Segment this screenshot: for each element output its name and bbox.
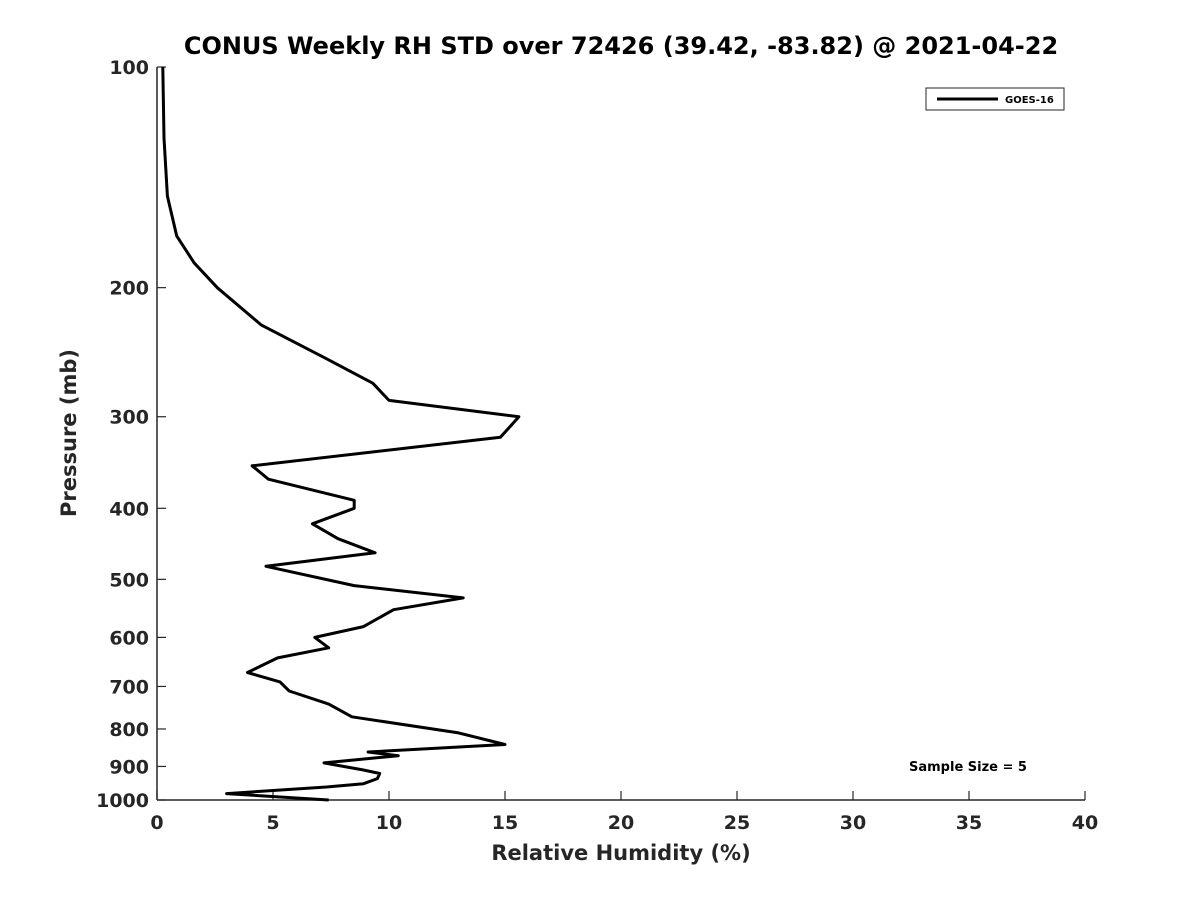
- y-tick-label: 600: [109, 627, 149, 649]
- x-ticks: 0 5 10 15 20 25 30 35 40: [150, 791, 1098, 834]
- plot-area: [157, 67, 1085, 800]
- x-tick-label: 10: [376, 812, 402, 834]
- y-tick-label: 1000: [96, 790, 149, 812]
- x-tick-label: 15: [492, 812, 518, 834]
- y-axis-label: Pressure (mb): [57, 349, 81, 517]
- x-axis-label: Relative Humidity (%): [491, 841, 750, 865]
- y-ticks: 100 200 300 400 500 600 700 800 900 1000: [96, 57, 166, 812]
- x-tick-label: 35: [956, 812, 982, 834]
- y-tick-label: 800: [109, 719, 149, 741]
- y-tick-label: 400: [109, 498, 149, 520]
- y-tick-label: 700: [109, 676, 149, 698]
- legend: GOES-16: [925, 87, 1065, 111]
- y-tick-label: 300: [109, 407, 149, 429]
- x-tick-label: 20: [608, 812, 634, 834]
- x-tick-label: 40: [1072, 812, 1098, 834]
- legend-label-goes-16: GOES-16: [1005, 95, 1054, 106]
- sample-size-annotation: Sample Size = 5: [909, 760, 1027, 775]
- y-tick-label: 100: [109, 57, 149, 79]
- x-tick-label: 5: [266, 812, 279, 834]
- y-tick-label: 900: [109, 756, 149, 778]
- y-tick-label: 500: [109, 569, 149, 591]
- y-tick-label: 200: [109, 278, 149, 300]
- series-line-goes-16: [161, 66, 521, 802]
- x-tick-label: 25: [724, 812, 750, 834]
- x-tick-label: 30: [840, 812, 866, 834]
- series-layer: [161, 66, 521, 802]
- chart-title: CONUS Weekly RH STD over 72426 (39.42, -…: [184, 32, 1058, 60]
- x-tick-label: 0: [150, 812, 163, 834]
